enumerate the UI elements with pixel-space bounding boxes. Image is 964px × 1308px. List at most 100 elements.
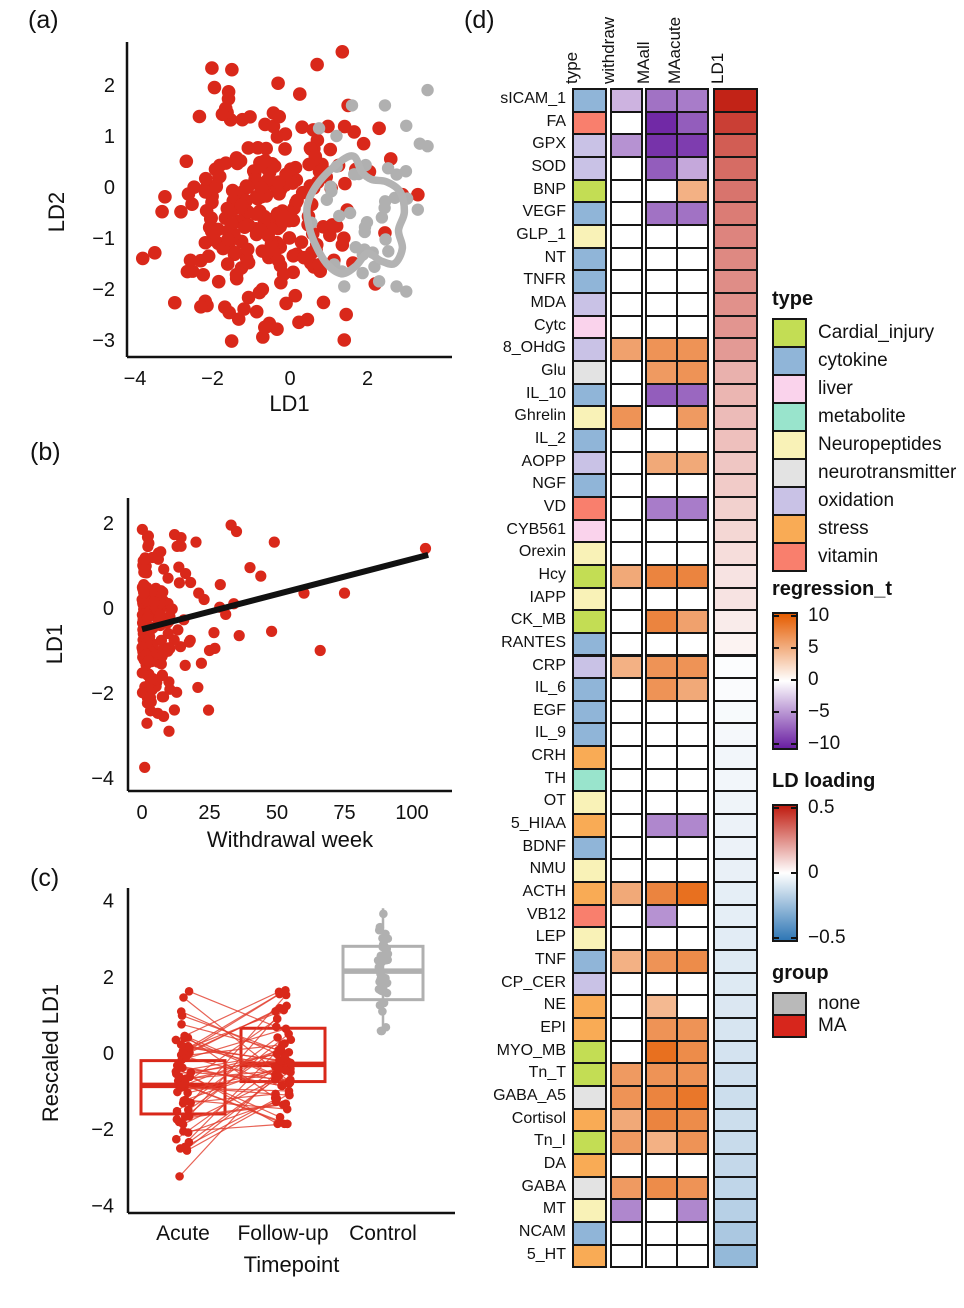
data-point-MA [222,305,237,320]
data-point-MA [155,204,169,219]
heatmap-cell-MYO_MB-LD1 [713,1039,758,1065]
heatmap-cell-AOPP-type [572,450,607,476]
data-point-followup [273,1033,282,1042]
heatmap-row-label: GPX [532,135,566,153]
data-point-none [411,203,425,216]
heatmap-cell-CRP-MAall [645,654,678,680]
heatmap-cell-EPI-withdraw [610,1017,643,1042]
heatmap-cell-BDNF-withdraw [610,835,643,861]
heatmap-row-label: VEGF [522,203,566,221]
data-point-MA [372,121,386,136]
heatmap-row-label: Ghrelin [514,407,566,425]
heatmap-row-label: Glu [541,361,566,379]
data-point-MA [148,596,160,608]
heatmap-cell-IL_9-MAall [645,722,678,748]
data-point-none [333,209,346,223]
legend-label-stress: stress [818,518,869,539]
heatmap-cell-MDA-withdraw [610,291,643,317]
heatmap-cell-NT-MAall [645,246,678,272]
heatmap-cell-ACTH-MAall [645,881,678,906]
heatmap-cell-CP_CER-LD1 [713,971,758,997]
heatmap-cell-CRH-withdraw [610,745,643,770]
heatmap-cell-NGF-MAall [645,473,678,498]
data-point-MA [337,119,352,134]
heatmap-cell-IL_9-MAacute [676,722,709,748]
x-category-label: Acute [156,1222,210,1245]
data-point-followup [274,1072,284,1081]
heatmap-cell-5_HT-MAall [645,1243,678,1269]
data-point-MA [290,193,304,208]
data-point-control [383,934,393,943]
legend-colorbar-tick-ld-loading [772,807,779,809]
data-point-MA [240,242,255,257]
data-point-MA [229,245,243,260]
legend-tick-label-regression-t: 10 [808,605,830,626]
heatmap-row-label: SOD [531,157,566,175]
heatmap-cell-NGF-MAacute [676,473,709,498]
x-tick-label: 0 [136,802,147,824]
heatmap-cell-GPX-MAacute [676,133,709,158]
data-point-followup [271,1006,280,1016]
heatmap-cell-IAPP-MAacute [676,586,709,612]
heatmap-row-label: TNFR [523,271,566,289]
heatmap-cell-CRH-LD1 [713,745,758,770]
data-point-MA [138,562,150,574]
data-point-MA [286,249,301,263]
y-tick-label: −4 [91,1195,114,1217]
pair-line [183,1083,288,1125]
data-point-MA [270,130,285,144]
data-point-followup [283,1119,292,1129]
heatmap-cell-IL_2-withdraw [610,427,643,453]
heatmap-cell-Ghrelin-MAall [645,405,678,430]
heatmap-row-label: IL_2 [534,429,566,447]
pair-line [188,990,277,1028]
heatmap-cell-VD-type [572,495,607,521]
data-point-acute [176,1007,186,1016]
legend-colorbar-tick-ld-loading [791,937,798,939]
data-point-MA [154,609,166,621]
legend-tick-label-ld-loading: 0.5 [808,797,835,818]
x-tick-label: 100 [395,802,428,824]
data-point-MA [261,228,275,243]
heatmap-row-label: VB12 [526,905,566,923]
heatmap-cell-BDNF-type [572,835,607,861]
heatmap-cell-VEGF-MAacute [676,201,709,226]
legend-title-regression-t: regression_t [772,578,893,600]
heatmap-row-label: 8_OHdG [502,339,566,357]
heatmap-cell-VEGF-LD1 [713,201,758,226]
data-point-MA [233,154,248,168]
data-point-MA [192,109,207,124]
heatmap-row-label: Cortisol [511,1109,566,1127]
data-point-MA [231,312,246,326]
heatmap-cell-BDNF-LD1 [713,835,758,861]
heatmap-row-label: DA [543,1155,566,1173]
heatmap-cell-Orexin-type [572,541,607,566]
legend-label-neurotransmitter: neurotransmitter [818,462,957,483]
data-point-MA [272,109,287,124]
data-point-MA [279,296,293,311]
heatmap-cell-8_OHdG-MAall [645,337,678,362]
heatmap-cell-GABA-LD1 [713,1175,758,1201]
data-point-acute [175,1172,184,1181]
x-axis-title: Timepoint [244,1252,340,1277]
legend-label-vitamin: vitamin [818,546,879,567]
data-point-MA [204,224,219,239]
heatmap-cell-Cytc-LD1 [713,314,758,340]
data-point-acute [179,993,188,1002]
pair-line [175,991,280,1041]
y-tick-label: −2 [92,279,115,301]
data-point-MA [185,576,197,589]
data-point-MA [138,554,150,566]
data-point-MA [163,725,175,737]
data-point-followup [286,1075,295,1085]
density-contour [303,152,409,278]
heatmap-row-label: NE [543,996,566,1014]
legend-swatch-group-none [772,992,807,1016]
heatmap-cell-TH-withdraw [610,767,643,793]
heatmap-cell-VB12-type [572,903,607,929]
data-point-followup [279,1005,289,1015]
data-point-acute [179,1127,188,1136]
heatmap-cell-BNP-MAacute [676,178,709,204]
heatmap-cell-NMU-MAall [645,858,678,884]
heatmap-cell-CYB561-withdraw [610,518,643,544]
